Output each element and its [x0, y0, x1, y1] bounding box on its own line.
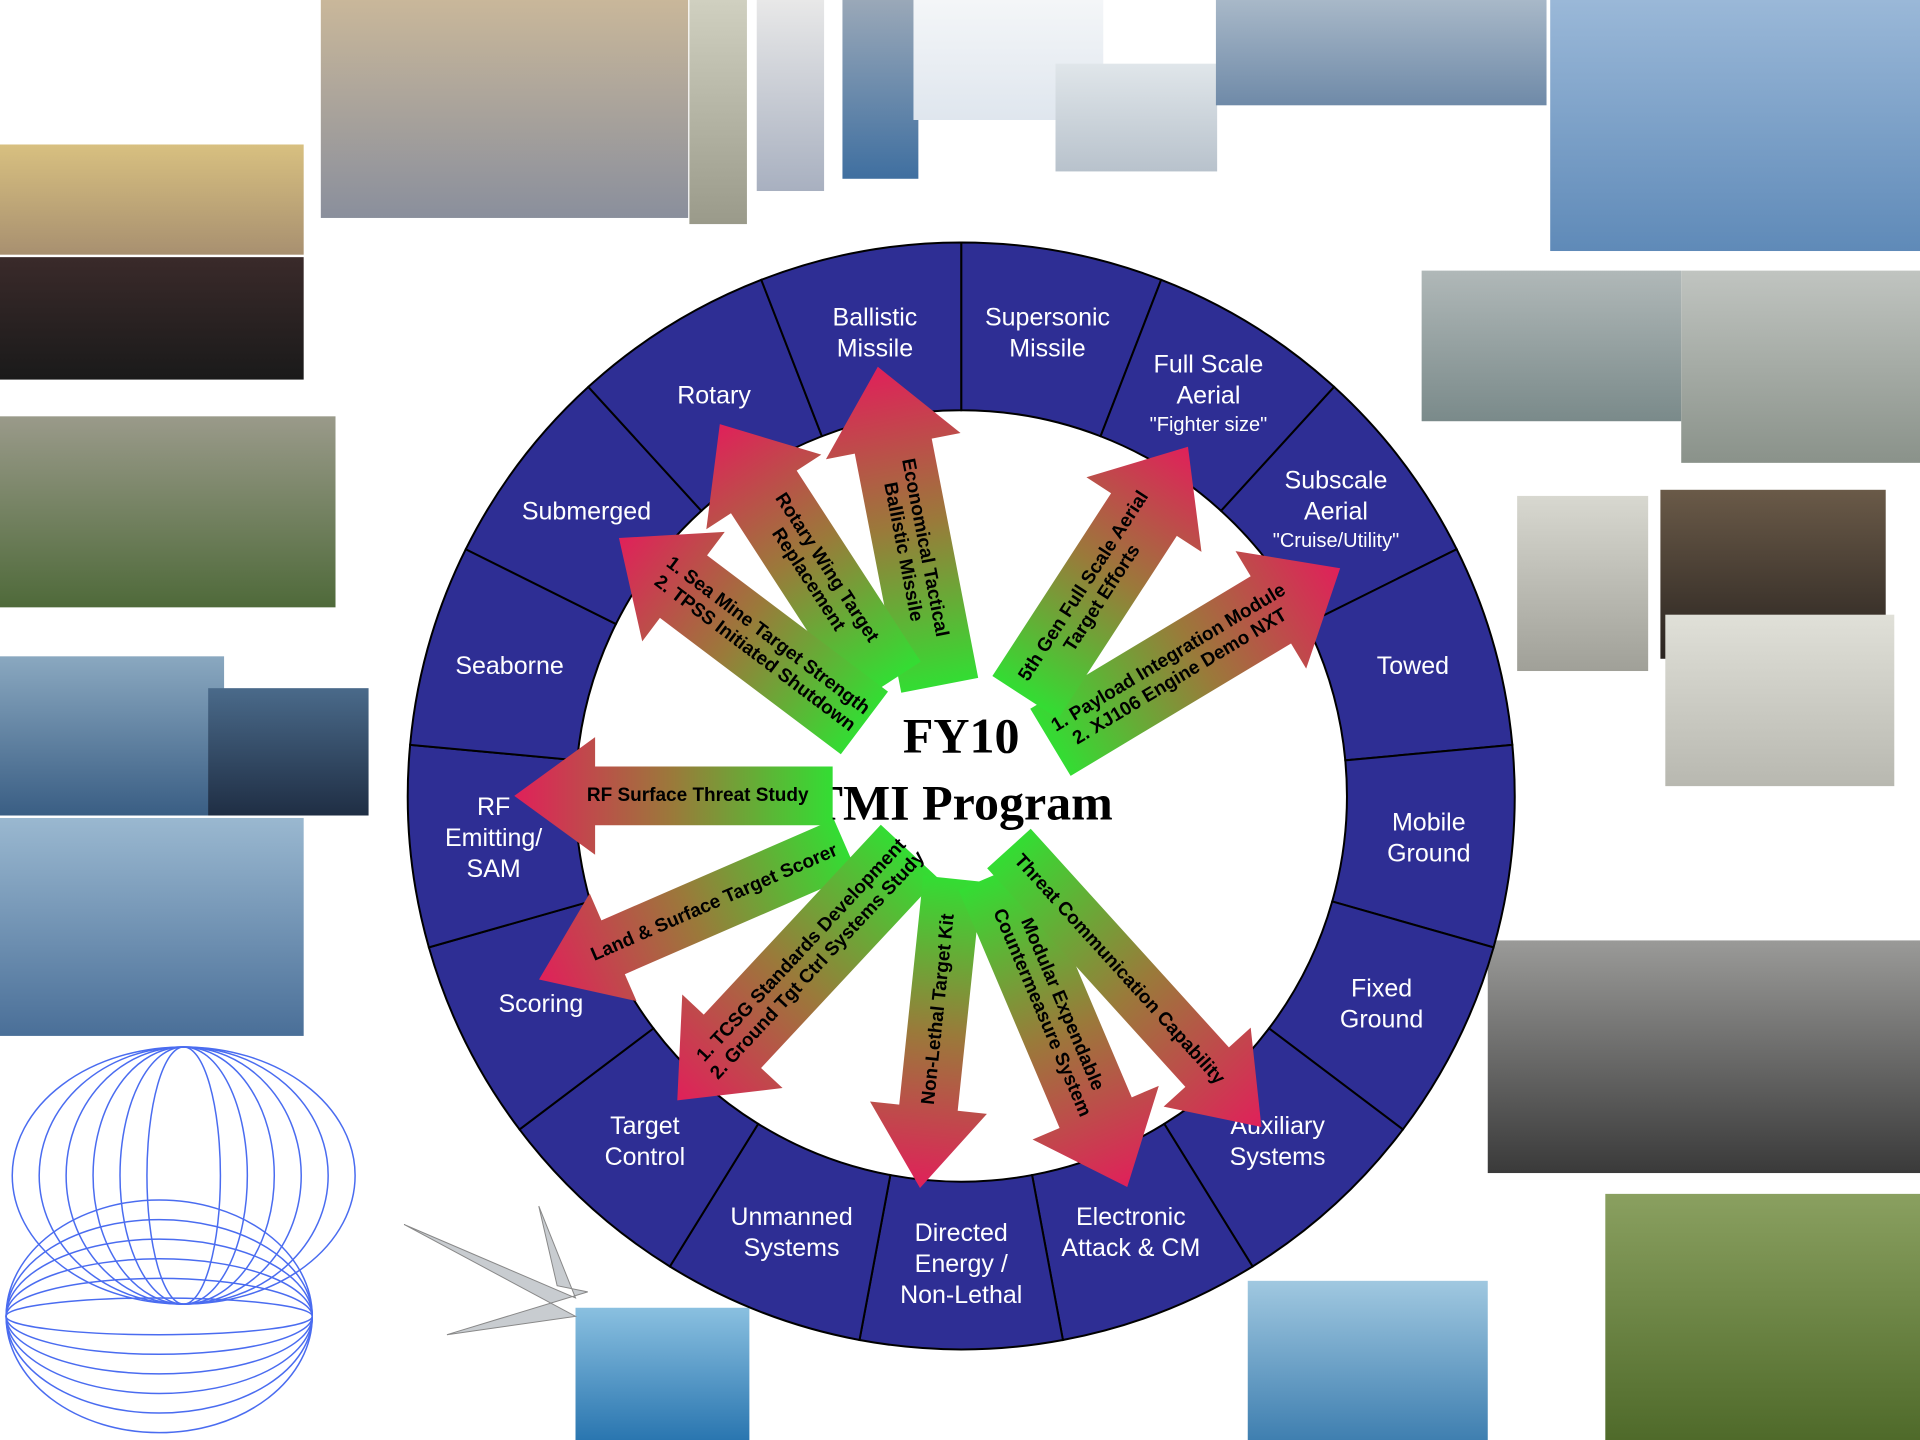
segment-label: Mobile: [1392, 808, 1466, 836]
aircraft-model: [404, 1206, 588, 1335]
segment-label: Missile: [837, 334, 913, 362]
photo: [689, 0, 747, 224]
wire: [6, 1220, 312, 1413]
photo: [842, 0, 918, 179]
segment-label: Unmanned: [730, 1203, 852, 1231]
photo: [576, 1308, 750, 1440]
segment-label: Systems: [744, 1234, 840, 1262]
segment-label: Subscale: [1285, 467, 1388, 495]
wire: [147, 1047, 220, 1304]
wire: [6, 1200, 312, 1433]
photo: [1517, 496, 1648, 671]
segment-label: Ballistic: [833, 303, 918, 331]
segment-label: Systems: [1230, 1143, 1326, 1171]
photo: [1422, 271, 1682, 422]
segment-note: "Fighter size": [1150, 414, 1268, 436]
segment-label: Target: [610, 1112, 680, 1140]
wire: [12, 1047, 355, 1304]
photo: [1550, 0, 1920, 251]
segment-label: Seaborne: [455, 652, 563, 680]
segment-label: SAM: [467, 855, 521, 883]
tmi-program-diagram: Supersonic Missile Full Scale Aerial "Fighte…: [0, 0, 1920, 1440]
segment-label: Electronic: [1076, 1203, 1186, 1231]
photo: [1605, 1194, 1920, 1440]
photo: [0, 416, 336, 607]
photo: [321, 0, 688, 218]
photo: [0, 818, 304, 1036]
photo: [0, 257, 304, 379]
arrow-label: RF Surface Threat Study: [587, 785, 809, 806]
segment-label: Towed: [1377, 652, 1449, 680]
photo: [1681, 271, 1920, 463]
segment-label: Supersonic: [985, 303, 1110, 331]
photo: [1216, 0, 1547, 105]
wire: [66, 1047, 301, 1304]
segment-label: Full Scale: [1154, 350, 1264, 378]
segment-label: Aerial: [1304, 498, 1368, 526]
photo: [0, 656, 224, 815]
segment-label: Scoring: [498, 990, 583, 1018]
segment-label: Ground: [1340, 1005, 1423, 1033]
segment-label: Missile: [1009, 334, 1085, 362]
photo: [1665, 615, 1894, 786]
photo: [1056, 64, 1218, 172]
photo: [1488, 940, 1920, 1173]
segment-label: Attack & CM: [1061, 1234, 1200, 1262]
wire: [39, 1047, 328, 1304]
photo: [0, 144, 304, 254]
photo: [757, 0, 824, 191]
wire: [6, 1259, 312, 1374]
segment-label: Energy /: [915, 1250, 1008, 1278]
photo: [1248, 1281, 1488, 1440]
segment-label: Fixed: [1351, 974, 1412, 1002]
segment-label: Control: [605, 1143, 686, 1171]
wire: [6, 1278, 312, 1354]
wireframe-graphic: [6, 1047, 355, 1433]
center-title: FY10: [903, 707, 1020, 763]
segment-label: Rotary: [677, 381, 751, 409]
wire: [6, 1239, 312, 1393]
segment-label: Submerged: [522, 498, 651, 526]
segment-note: "Cruise/Utility": [1273, 530, 1399, 552]
segment-label: Emitting/: [445, 824, 542, 852]
segment-label: Ground: [1387, 839, 1470, 867]
center-title: TMI Program: [810, 775, 1113, 831]
segment-label: Directed: [915, 1219, 1008, 1247]
segment-label: RF: [477, 793, 510, 821]
photo: [208, 688, 368, 815]
segment-label: Aerial: [1176, 381, 1240, 409]
arrow-label-group: RF Surface Threat Study: [587, 785, 809, 806]
segment-label: Non-Lethal: [900, 1281, 1022, 1309]
